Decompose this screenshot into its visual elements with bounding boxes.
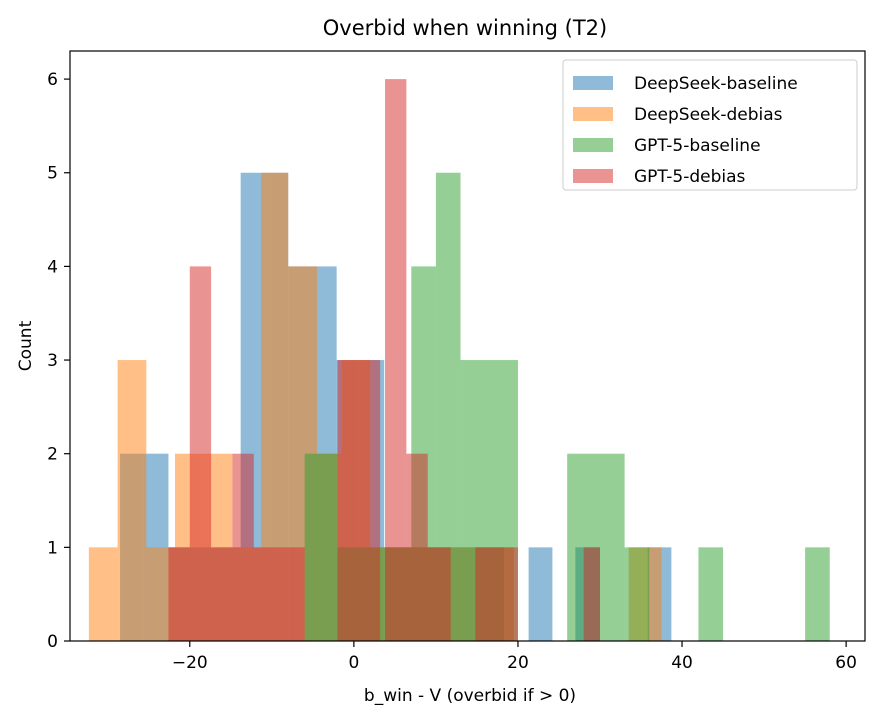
legend-label: DeepSeek-baseline [634,74,798,94]
legend-swatch [573,107,613,121]
legend-swatch [573,138,613,152]
y-tick-label: 6 [47,70,58,90]
legend-swatch [573,76,613,90]
y-tick-label: 1 [47,538,58,558]
legend: DeepSeek-baseline DeepSeek-debias GPT-5-ba… [562,59,858,191]
x-tick-label: 40 [671,653,693,673]
x-axis-label: b_win - V (overbid if > 0) [364,686,576,706]
histogram-bar [117,360,147,641]
x-tick-label: 20 [507,653,529,673]
y-tick-label: 3 [47,351,58,371]
chart-title: Overbid when winning (T2) [323,16,607,40]
y-tick-label: 0 [47,632,58,652]
histogram-bar [358,360,381,641]
histogram-bar [168,547,190,641]
histogram-bar [528,547,553,641]
legend-label: DeepSeek-debias [634,105,783,125]
x-tick-label: 0 [348,653,359,673]
histogram-bar [232,453,254,641]
histogram-bar [304,453,338,641]
y-tick-label: 5 [47,164,58,184]
histogram-bar [253,547,305,641]
histogram-bar [583,547,600,641]
histogram-bar [805,547,830,641]
x-tick-label: −20 [172,653,208,673]
histogram-bar [496,547,518,641]
legend-label: GPT-5-debias [634,167,746,187]
legend-box [562,59,858,191]
series-gpt-5-debias [168,79,600,642]
plot-frame [69,50,866,642]
legend-label: GPT-5-baseline [634,136,761,156]
histogram-bar [624,547,650,641]
histogram-bar [406,453,428,641]
x-tick-label: 60 [835,653,857,673]
y-axis-ticks: 0 1 2 3 4 5 6 [47,70,70,652]
y-tick-label: 2 [47,445,58,465]
histogram-bars [88,79,830,642]
histogram-bar [88,547,118,641]
y-tick-label: 4 [47,257,58,277]
histogram-bar [475,547,497,641]
histogram-bar [698,547,724,641]
legend-swatch [573,169,613,183]
histogram-bar [211,547,233,641]
histogram-bar [337,360,359,641]
histogram-bar [189,266,212,641]
y-axis-label: Count [16,320,36,371]
histogram-bar [427,547,451,641]
histogram-bar [385,79,407,642]
x-axis-ticks: −20 0 20 40 60 [172,641,857,673]
